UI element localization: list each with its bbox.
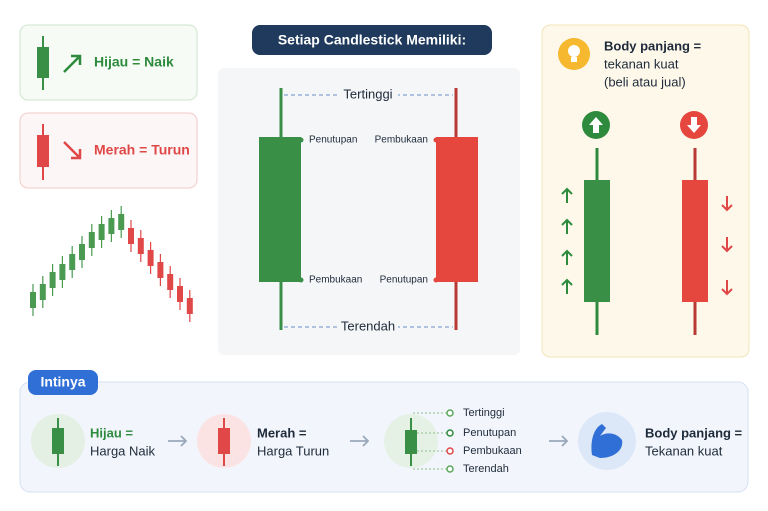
summary-text: Body panjang = (645, 425, 743, 440)
mini-candle (118, 214, 125, 230)
summary-text: Merah = (257, 425, 307, 440)
summary-text: Harga Turun (257, 443, 329, 458)
green-top-label: Penutupan (309, 135, 357, 146)
anatomy-title: Setiap Candlestick Memiliki: (278, 32, 466, 48)
red-bottom-label: Penutupan (380, 275, 428, 286)
summary-text: Hijau = (90, 425, 133, 440)
green-body (259, 137, 301, 282)
legend-label: Hijau = Naik (94, 54, 174, 70)
insight-line: (beli atau jual) (604, 74, 686, 89)
mini-candle (177, 286, 183, 302)
summary-title: Intinya (40, 374, 85, 390)
legend-green: Hijau = Naik (19, 24, 198, 101)
mini-candle (69, 254, 76, 270)
red-body (436, 137, 478, 282)
mini-candle (88, 232, 95, 248)
red-top-label: Pembukaan (375, 135, 428, 146)
summary-text: Tekanan kuat (645, 443, 723, 458)
mini-candle (39, 284, 46, 300)
mini-candle (98, 224, 105, 240)
mini-candle (167, 274, 174, 290)
legend-label: Merah = Turun (94, 142, 190, 158)
green-bottom-label: Pembukaan (309, 275, 362, 286)
mini-chart (30, 206, 193, 322)
part-label: Terendah (463, 463, 509, 475)
mini-candle (147, 250, 154, 266)
insight-line: tekanan kuat (604, 56, 679, 71)
summary-panel (19, 381, 749, 493)
mini-candle (79, 244, 85, 260)
mini-candle (30, 292, 36, 308)
high-label: Tertinggi (343, 86, 392, 101)
mini-candle (137, 238, 144, 254)
legend-red: Merah = Turun (19, 112, 198, 189)
mini-candle (49, 272, 56, 288)
part-label: Pembukaan (463, 445, 522, 457)
mini-candle (186, 298, 193, 314)
low-label: Terendah (341, 318, 395, 333)
mini-candle (59, 264, 66, 280)
summary-text: Harga Naik (90, 443, 156, 458)
mini-candle (108, 218, 115, 234)
part-label: Penutupan (463, 427, 516, 439)
mini-candle (157, 262, 164, 278)
title-pill (252, 25, 492, 55)
insight-line: Body panjang = (604, 38, 702, 53)
mini-candle (128, 228, 134, 244)
part-label: Tertinggi (463, 407, 505, 419)
